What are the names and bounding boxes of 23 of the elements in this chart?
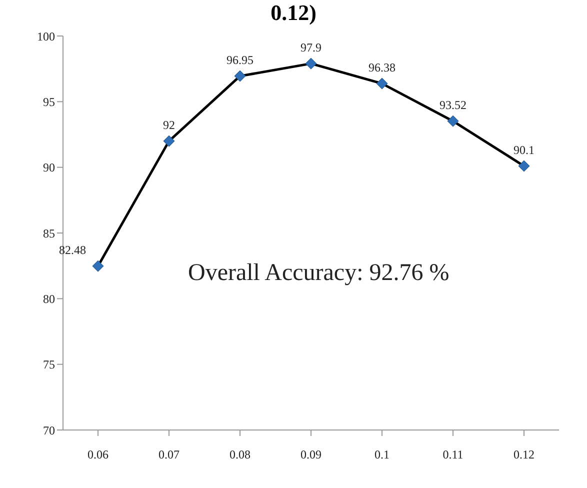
y-tick-label: 70 bbox=[43, 423, 55, 438]
annotation: Overall Accuracy: 92.76 % bbox=[188, 260, 450, 287]
x-tick-label: 0.11 bbox=[442, 448, 464, 462]
x-tick-label: 0.1 bbox=[374, 448, 390, 462]
data-label: 96.38 bbox=[368, 60, 396, 75]
data-label: 93.52 bbox=[440, 98, 466, 112]
x-tick-label: 0.08 bbox=[230, 448, 250, 462]
y-tick-label: 85 bbox=[43, 226, 55, 240]
y-tick-label: 95 bbox=[43, 94, 55, 109]
y-tick-label: 100 bbox=[37, 29, 55, 44]
y-tick-label: 90 bbox=[43, 160, 55, 175]
data-label: 96.95 bbox=[226, 53, 254, 68]
x-tick-label: 0.06 bbox=[88, 448, 108, 462]
x-tick-label: 0.12 bbox=[514, 448, 534, 462]
x-tick-label: 0.07 bbox=[158, 448, 180, 462]
data-label: 82.48 bbox=[59, 243, 86, 258]
x-tick-label: 0.09 bbox=[300, 448, 322, 462]
data-label: 90.1 bbox=[514, 143, 534, 158]
y-tick-label: 75 bbox=[43, 358, 55, 372]
data-label: 97.9 bbox=[300, 40, 322, 55]
data-label: 92 bbox=[163, 118, 175, 132]
y-tick-label: 80 bbox=[43, 292, 55, 306]
chart-title: 0.12) bbox=[270, 0, 318, 26]
